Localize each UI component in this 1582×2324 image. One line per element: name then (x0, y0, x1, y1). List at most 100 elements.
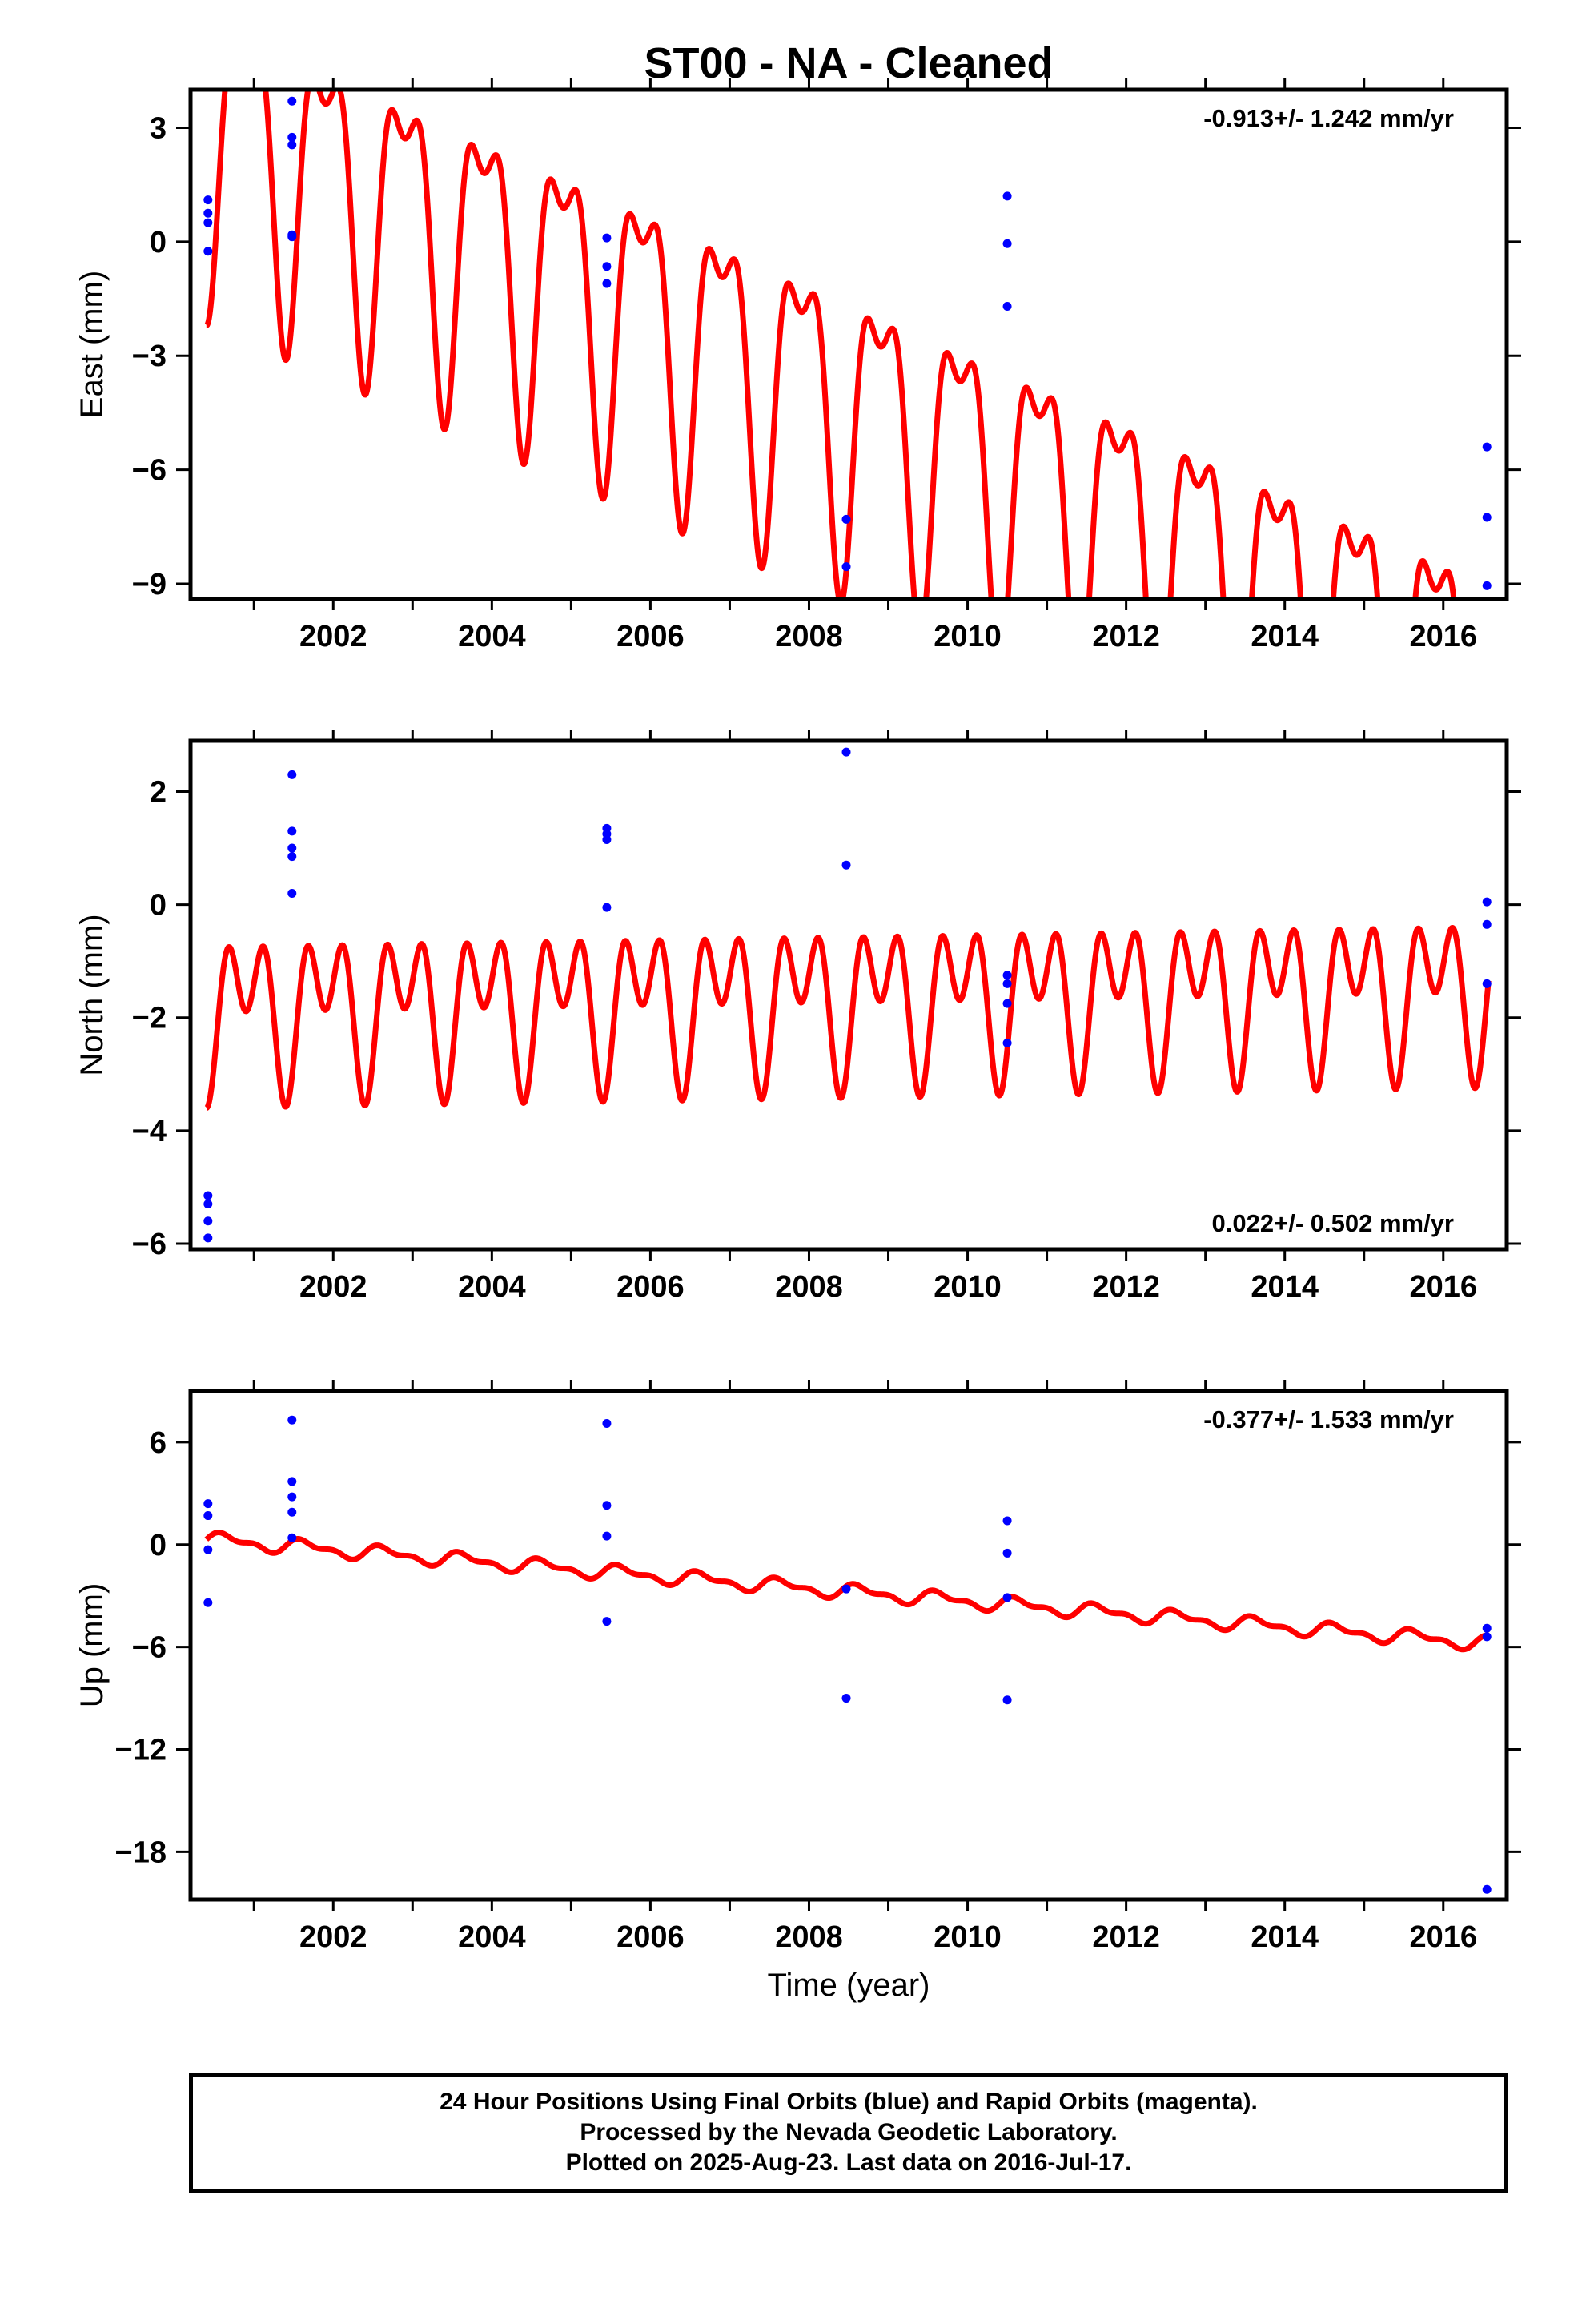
up-data-point (1002, 1548, 1012, 1558)
up-x-tick-label: 2008 (775, 1920, 843, 1954)
east-x-tick-label: 2002 (299, 620, 367, 653)
footer-box: 24 Hour Positions Using Final Orbits (bl… (189, 2073, 1508, 2193)
east-data-point (602, 233, 612, 243)
north-data-point (287, 843, 297, 853)
up-x-tick-label: 2006 (616, 1920, 685, 1954)
north-data-point (1002, 999, 1012, 1008)
east-data-point (1482, 581, 1492, 590)
east-data-point (602, 279, 612, 288)
up-y-tick-label: −18 (115, 1835, 167, 1869)
east-x-tick-label: 2010 (934, 620, 1002, 653)
east-data-point (841, 562, 851, 572)
north-y-tick-label: 2 (150, 776, 167, 810)
up-data-point (1482, 1623, 1492, 1633)
east-data-point (1002, 239, 1012, 248)
east-x-tick-label: 2016 (1409, 620, 1477, 653)
north-x-tick-label: 2002 (299, 1270, 367, 1304)
up-data-point (602, 1501, 612, 1510)
footer-line-2: Processed by the Nevada Geodetic Laborat… (580, 2119, 1118, 2145)
up-data-point (602, 1617, 612, 1626)
up-data-point (1002, 1516, 1012, 1526)
north-data-point (1002, 979, 1012, 988)
east-data-point (203, 247, 213, 256)
north-data-point (203, 1233, 213, 1243)
north-plot-area (203, 747, 1492, 1243)
up-data-point (203, 1499, 213, 1509)
north-data-point (287, 852, 297, 862)
east-panel: 2002 2004 2006 2008 2010 2012 2014 2016 3 0 −3 −6 −9… (74, 78, 1521, 653)
north-model-line (203, 924, 1492, 1111)
up-data-point (287, 1492, 297, 1502)
north-data-point (203, 1191, 213, 1200)
up-x-tick-label: 2010 (934, 1920, 1002, 1954)
east-y-tick-label: −9 (132, 568, 167, 601)
up-data-point (287, 1507, 297, 1517)
north-data-point (1002, 971, 1012, 980)
north-data-point (841, 860, 851, 870)
north-x-tick-label: 2004 (458, 1270, 526, 1304)
north-x-tick-label: 2006 (616, 1270, 685, 1304)
north-data-point (841, 747, 851, 757)
north-data-point (287, 770, 297, 779)
north-plot-frame (188, 738, 1509, 1252)
east-y-tick-label: −6 (132, 454, 167, 488)
east-data-point (1002, 191, 1012, 201)
up-plot-frame (188, 1389, 1509, 1902)
east-data-point (1482, 442, 1492, 452)
east-data-point (602, 262, 612, 271)
up-y-tick-label: 6 (150, 1426, 167, 1460)
east-y-axis-label: East (mm) (74, 271, 110, 418)
up-data-point (841, 1584, 851, 1594)
up-data-point (1482, 1632, 1492, 1642)
up-x-tick-label: 2014 (1251, 1920, 1319, 1954)
east-x-tick-label: 2012 (1092, 620, 1160, 653)
east-plot-frame (188, 87, 1509, 601)
north-rate-label: 0.022+/- 0.502 mm/yr (1212, 1209, 1454, 1237)
up-data-point (203, 1511, 213, 1521)
east-x-tick-label: 2004 (458, 620, 526, 653)
north-y-tick-label: 0 (150, 889, 167, 923)
up-data-point (602, 1531, 612, 1541)
north-data-point (203, 1216, 213, 1226)
east-y-tick-label: 3 (150, 111, 167, 145)
east-model-line (203, 90, 1457, 599)
up-data-point (203, 1598, 213, 1607)
north-data-point (287, 826, 297, 836)
north-x-tick-label: 2008 (775, 1270, 843, 1304)
up-y-tick-label: 0 (150, 1529, 167, 1562)
figure-title: ST00 - NA - Cleaned (644, 39, 1053, 87)
footer-line-3: Plotted on 2025-Aug-23. Last data on 201… (565, 2149, 1132, 2176)
up-x-tick-label: 2002 (299, 1920, 367, 1954)
north-data-point (203, 1200, 213, 1209)
east-data-point (287, 96, 297, 106)
north-x-tick-label: 2010 (934, 1270, 1002, 1304)
up-data-point (841, 1694, 851, 1703)
north-y-tick-label: −6 (132, 1228, 167, 1261)
up-data-point (287, 1477, 297, 1486)
east-data-point (287, 132, 297, 142)
north-data-point (602, 834, 612, 844)
east-data-point (287, 140, 297, 150)
east-x-tick-label: 2006 (616, 620, 685, 653)
up-data-point (1002, 1695, 1012, 1705)
up-panel: 2002 2004 2006 2008 2010 2012 2014 2016 6 0 −6 −12 −… (74, 1380, 1521, 1954)
up-rate-label: -0.377+/- 1.533 mm/yr (1203, 1405, 1454, 1433)
north-y-tick-label: −2 (132, 1002, 167, 1035)
east-data-point (1482, 513, 1492, 522)
east-data-point (203, 218, 213, 227)
up-data-point (287, 1533, 297, 1542)
east-x-tick-label: 2008 (775, 620, 843, 653)
north-data-point (287, 889, 297, 898)
up-data-point (1482, 1884, 1492, 1894)
x-axis-label: Time (year) (768, 1968, 930, 2003)
up-x-tick-label: 2016 (1409, 1920, 1477, 1954)
east-y-tick-label: 0 (150, 226, 167, 259)
north-x-tick-label: 2012 (1092, 1270, 1160, 1304)
north-x-tick-label: 2016 (1409, 1270, 1477, 1304)
east-data-point (841, 514, 851, 524)
east-x-tick-label: 2014 (1251, 620, 1319, 653)
north-data-point (602, 903, 612, 912)
up-y-tick-label: −6 (132, 1631, 167, 1665)
north-panel: 2002 2004 2006 2008 2010 2012 2014 2016 2 0 −2 −4 −6… (74, 730, 1521, 1304)
